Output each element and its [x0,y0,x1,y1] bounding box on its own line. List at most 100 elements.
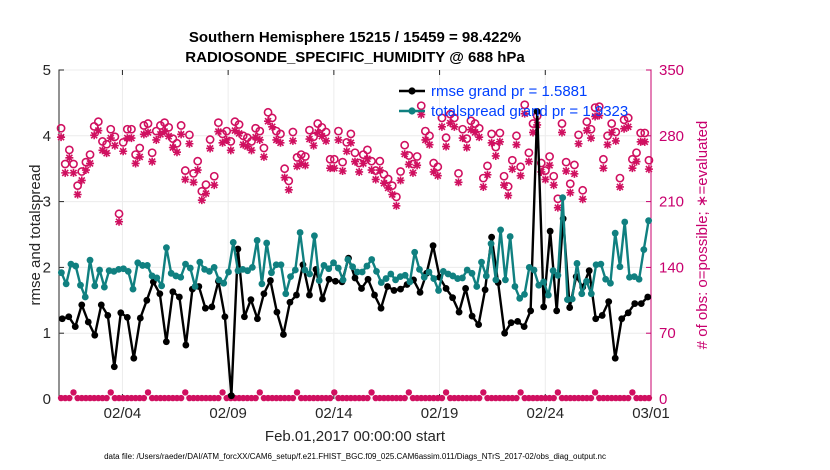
obs-evaluated-point [160,127,169,136]
spread-point [301,266,309,274]
obs-possible-point [234,120,244,129]
spread-point [182,260,189,268]
obs-rejected-point [144,389,152,396]
obs-evaluated-point [65,153,74,162]
obs-evaluated-point [214,127,223,136]
obs-evaluated-point [156,130,165,139]
chart-title-line-1: Southern Hemisphere 15215 / 15459 = 98.4… [189,29,521,46]
rmse-point [267,277,274,284]
obs-possible-point [607,119,617,128]
obs-possible-point [325,154,335,164]
obs-evaluated-point [276,138,285,147]
obs-possible-point [557,119,567,128]
spread-point [373,267,380,275]
rmse-point [553,307,561,315]
spread-point [282,290,290,298]
obs-evaluated-point [471,128,480,137]
obs-possible-point [73,181,83,191]
rmse-point [507,319,515,327]
rmse-point [123,314,131,321]
obs-rejected-point [107,389,114,396]
rmse-point [592,315,600,323]
spread-point [401,271,409,279]
obs-evaluated-point [475,133,484,142]
spread-point [511,283,519,290]
obs-possible-point [127,124,136,134]
spread-point [306,270,314,278]
obs-evaluated-point [599,164,608,173]
rmse-point [377,304,385,312]
obs-evaluated-point [73,190,82,199]
spread-point [258,280,266,288]
obs-evaluated-point [346,138,355,147]
obs-evaluated-point [334,135,343,144]
obs-possible-point [85,150,95,159]
obs-possible-point [350,148,360,158]
spread-point [578,290,586,298]
obs-rejected-point [256,389,263,396]
obs-evaluated-point [57,133,66,142]
rmse-point [130,354,138,362]
spread-point [220,279,228,287]
obs-possible-point [449,113,459,123]
obs-evaluated-point [615,182,624,191]
obs-possible-point [205,135,215,144]
obs-possible-point [623,113,633,123]
obs-possible-point [570,160,579,170]
obs-rejected-point [368,389,375,396]
obs-evaluated-point [86,159,95,168]
rmse-point [104,312,112,319]
spread-point [621,218,629,226]
obs-possible-point [172,138,182,148]
rmse-point [221,313,229,321]
obs-possible-point [56,123,66,133]
obs-evaluated-point [545,161,554,170]
obs-evaluated-point [305,135,314,144]
obs-evaluated-point [355,167,364,176]
rmse-point [585,267,593,275]
obs-evaluated-point [98,146,107,155]
rmse-point [624,309,632,317]
obs-evaluated-point [595,111,604,120]
obs-evaluated-point [404,160,413,169]
spread-point [315,277,323,284]
obs-rejected-point [215,394,222,402]
obs-possible-point [363,145,372,155]
spread-point [229,238,237,246]
obs-evaluated-point [557,128,566,137]
obs-evaluated-point [164,132,173,141]
y-left-tick-label: 0 [43,391,51,408]
spread-point [473,283,481,290]
y-axis-right: 0 70 140 210 280 350 [646,62,684,408]
obs-evaluated-point [301,161,310,170]
obs-evaluated-point [624,122,633,131]
obs-evaluated-point [620,124,629,133]
spread-point [100,283,108,291]
spread-point [57,269,65,277]
obs-evaluated-point [81,166,90,175]
obs-evaluated-point [226,146,235,155]
obs-evaluated-point [442,142,451,151]
obs-evaluated-point [123,134,132,143]
spread-point [196,258,204,266]
obs-possible-point [276,129,285,139]
obs-evaluated-point [607,128,616,137]
spread-point [124,267,132,275]
obs-evaluated-point [322,136,331,145]
obs-evaluated-point [433,171,442,180]
obs-possible-point [632,148,641,158]
obs-evaluated-point [255,135,264,144]
obs-possible-point [524,148,534,158]
spread-point [430,275,438,282]
obs-rejected-point [475,394,483,402]
obs-evaluated-point [367,166,376,175]
spread-point [253,237,261,244]
obs-possible-point [437,113,447,123]
rmse-point [247,296,255,304]
legend-spread-swatch-marker [408,107,416,115]
obs-possible-point [396,167,405,176]
obs-rejected-point [405,389,413,396]
obs-evaluated-point [201,189,210,198]
obs-possible-point [598,154,608,164]
